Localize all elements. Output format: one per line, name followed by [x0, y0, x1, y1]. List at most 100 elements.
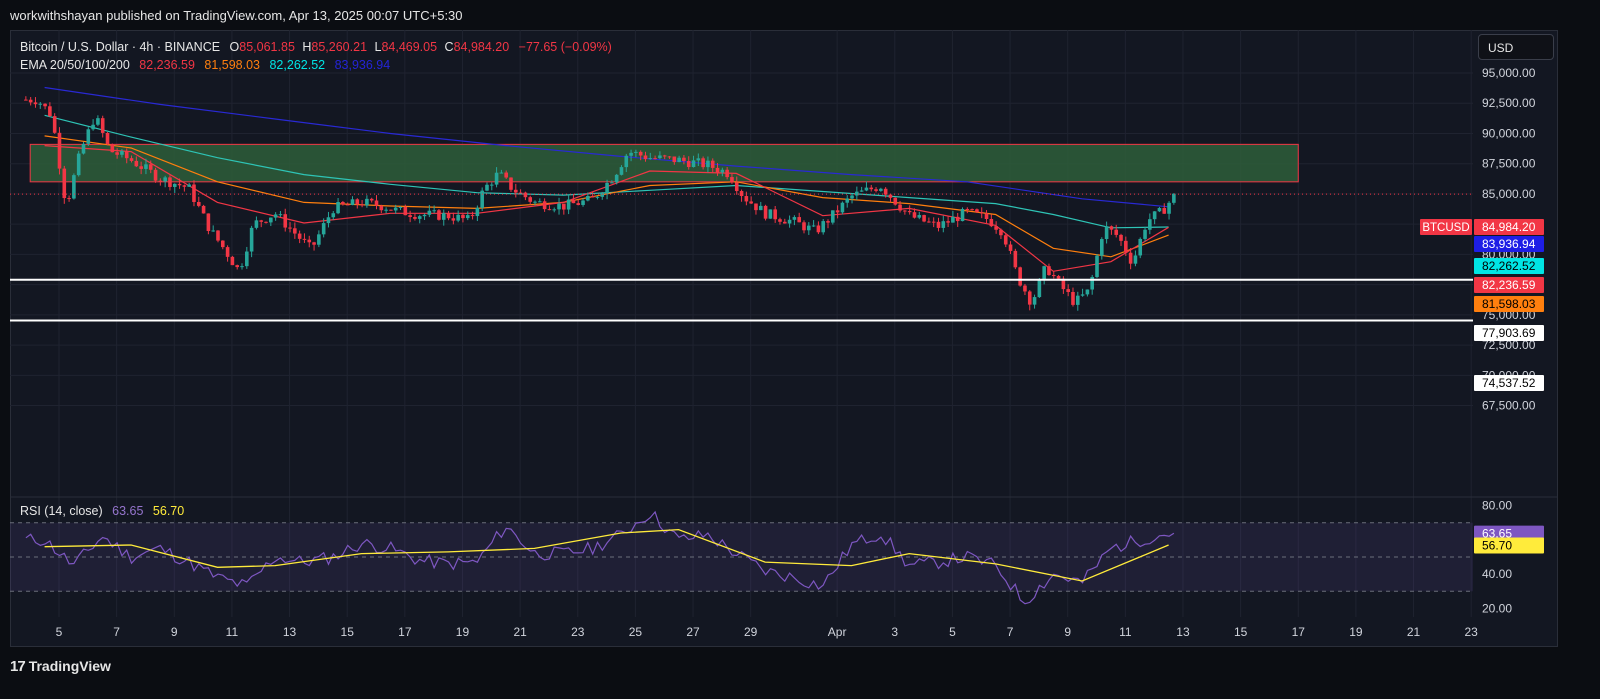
low-value: 84,469.05 [381, 40, 438, 54]
footer: 17 TradingView [0, 652, 1600, 699]
candle-body [350, 199, 355, 206]
time-tick-label: 13 [1176, 625, 1190, 639]
candle-body [48, 106, 52, 117]
candle-body [696, 158, 701, 161]
candle-body [220, 240, 225, 248]
rsi-panel [10, 510, 1473, 605]
candle-body [648, 158, 653, 160]
time-tick-label: 27 [686, 625, 700, 639]
candle-body [1080, 294, 1085, 296]
candle-body [67, 198, 71, 200]
price-badge-text: 74,537.52 [1482, 376, 1536, 390]
ema20-line [44, 145, 1169, 272]
candle-body [96, 118, 100, 125]
candle-body [293, 228, 297, 234]
price-badge-text: 84,984.20 [1482, 220, 1536, 234]
main-pane-background [10, 30, 1473, 497]
candle-body [999, 229, 1003, 236]
candle-body [1018, 267, 1022, 286]
candle-body [533, 201, 537, 203]
candle-body [955, 216, 960, 222]
candle-body [576, 203, 581, 205]
time-tick-label: 17 [398, 625, 412, 639]
price-badge: 82,262.52 [1474, 258, 1544, 274]
candle-body [864, 187, 869, 191]
price-badges: 84,984.20 83,936.94 82,262.52 82,236.59 81,5… [1420, 219, 1544, 554]
symbol-title[interactable]: Bitcoin / U.S. Dollar · 4h · BINANCE [20, 40, 221, 54]
price-badge: 77,903.69 [1474, 325, 1544, 341]
time-tick-label: 15 [1234, 625, 1248, 639]
rsi-line [25, 510, 1175, 605]
candlesticks [24, 96, 1176, 311]
candle-body [144, 164, 148, 169]
candle-body [1032, 297, 1037, 305]
candle-body [365, 198, 369, 206]
candle-body [249, 227, 254, 252]
candle-body [485, 184, 489, 191]
candle-body [196, 201, 201, 206]
candle-body [408, 215, 412, 218]
candle-body [855, 191, 859, 196]
candle-body [792, 217, 797, 220]
candle-body [177, 183, 182, 186]
candle-body [797, 217, 801, 223]
rsi-ma-value: 56.70 [152, 504, 185, 518]
candle-body [360, 204, 364, 206]
candle-body [725, 169, 729, 178]
chart-frame [10, 30, 1558, 647]
symbol-badge: BTCUSD [1420, 219, 1472, 235]
candle-body [605, 182, 609, 194]
candle-body [379, 205, 384, 211]
candle-body [595, 196, 600, 198]
publish-header: workwithshayan published on TradingView.… [0, 0, 1600, 30]
candle-body [201, 205, 206, 214]
candle-body [1172, 193, 1176, 203]
symbol-legend: Bitcoin / U.S. Dollar · 4h · BINANCE O85… [20, 40, 612, 54]
candle-body [571, 199, 576, 204]
tradingview-logo[interactable]: 17 TradingView [10, 658, 111, 675]
candle-body [927, 221, 931, 223]
ema-label[interactable]: EMA 20/50/100/200 [20, 58, 130, 72]
candle-body [859, 190, 864, 192]
candle-body [182, 185, 187, 187]
currency-button[interactable]: USD [1478, 34, 1554, 60]
time-tick-label: 11 [226, 625, 239, 639]
candle-body [427, 210, 432, 215]
candle-body [264, 221, 268, 223]
candle-body [62, 168, 67, 199]
candle-body [518, 192, 523, 194]
candle-body [1042, 266, 1046, 280]
price-axis-background [1473, 30, 1558, 617]
candle-body [528, 197, 533, 202]
candle-body [979, 212, 984, 214]
price-badge: 83,936.94 [1474, 236, 1544, 252]
candle-body [960, 208, 965, 222]
candle-body [1095, 255, 1099, 277]
candle-body [672, 156, 677, 163]
candle-body [624, 155, 629, 168]
price-badge-box [1474, 258, 1544, 274]
candle-body [259, 220, 264, 222]
ema50-line [44, 135, 1169, 258]
price-tick-label: 72,500.00 [1482, 338, 1536, 352]
candle-body [1167, 202, 1171, 214]
candle-body [513, 189, 518, 193]
candle-body [24, 99, 28, 101]
time-tick-label: 19 [456, 625, 470, 639]
ema-lines [44, 86, 1169, 272]
candle-body [888, 194, 893, 198]
candle-body [398, 206, 403, 208]
rsi-label[interactable]: RSI (14, close) [20, 504, 103, 518]
candle-body [802, 222, 806, 231]
publish-info: workwithshayan published on TradingView.… [10, 8, 463, 23]
open-value: 85,061.85 [239, 40, 295, 54]
candle-body [840, 202, 845, 213]
candle-body [168, 177, 172, 187]
candle-body [542, 201, 547, 210]
candle-body [749, 201, 753, 204]
rsi-badge-text: 56.70 [1482, 539, 1512, 553]
candle-body [321, 223, 326, 235]
time-tick-label: 9 [171, 625, 178, 639]
candle-body [288, 227, 292, 229]
